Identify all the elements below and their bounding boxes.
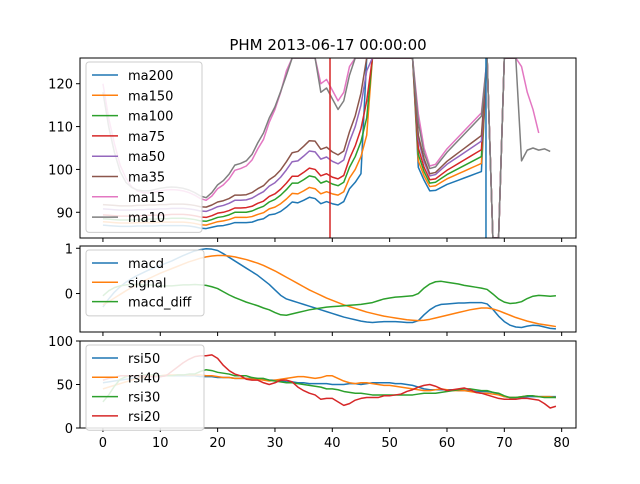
x-tick-label: 50 (381, 436, 398, 451)
x-tick-label: 60 (439, 436, 456, 451)
legend-label-signal: signal (128, 276, 166, 291)
y-tick-label: 110 (48, 121, 73, 136)
legend-label-rsi40: rsi40 (128, 371, 160, 386)
legend-label-ma15: ma15 (128, 191, 165, 206)
legend-ma: ma200 ma150 ma100 ma75 ma50 ma35 ma15 ma10 (85, 61, 203, 233)
legend-box (85, 249, 205, 317)
legend-label-ma75: ma75 (128, 130, 165, 145)
y-tick-label: 0 (65, 288, 73, 303)
x-tick-label: 20 (209, 436, 226, 451)
legend-label-ma10: ma10 (128, 211, 165, 226)
y-tick-label: 90 (56, 206, 73, 221)
legend-box (85, 61, 203, 233)
y-tick-label: 120 (48, 78, 73, 93)
legend-label-macd_diff: macd_diff (128, 296, 192, 311)
axes-frame (79, 57, 577, 239)
panel-macd: 0 1 macd signal macd_diff (65, 242, 577, 336)
legend-label-macd: macd (128, 257, 164, 272)
legend-label-ma50: ma50 (128, 150, 165, 165)
legend-label-ma35: ma35 (128, 171, 165, 186)
legend-label-rsi30: rsi30 (128, 391, 160, 406)
x-tick-label: 30 (267, 436, 284, 451)
axes-frame (79, 245, 577, 333)
x-tick-label: 40 (324, 436, 341, 451)
panels: 90100110120ma200ma150ma100ma75ma50ma35ma… (48, 57, 577, 451)
legend-label-ma100: ma100 (128, 110, 173, 125)
legend-label-ma200: ma200 (128, 69, 173, 84)
legend-rsi: rsi50 rsi40 rsi30 rsi20 (85, 344, 205, 431)
y-tick-label: 0 (65, 422, 73, 437)
legend-box (85, 344, 205, 431)
legend-label-ma150: ma150 (128, 89, 173, 104)
x-tick-label: 0 (99, 436, 107, 451)
y-tick-label: 1 (65, 242, 73, 257)
x-tick-label: 70 (496, 436, 513, 451)
chart-title: PHM 2013-06-17 00:00:00 (229, 36, 426, 54)
legend-label-rsi50: rsi50 (128, 352, 160, 367)
legend-macd: macd signal macd_diff (85, 249, 205, 317)
x-tick-label: 80 (553, 436, 570, 451)
legend-label-rsi20: rsi20 (128, 410, 160, 425)
panel-ma: 90100110120ma200ma150ma100ma75ma50ma35ma… (48, 57, 577, 242)
y-tick-label: 100 (48, 335, 73, 350)
y-tick-label: 50 (56, 379, 73, 394)
x-tick-label: 10 (152, 436, 169, 451)
y-tick-label: 100 (48, 163, 73, 178)
